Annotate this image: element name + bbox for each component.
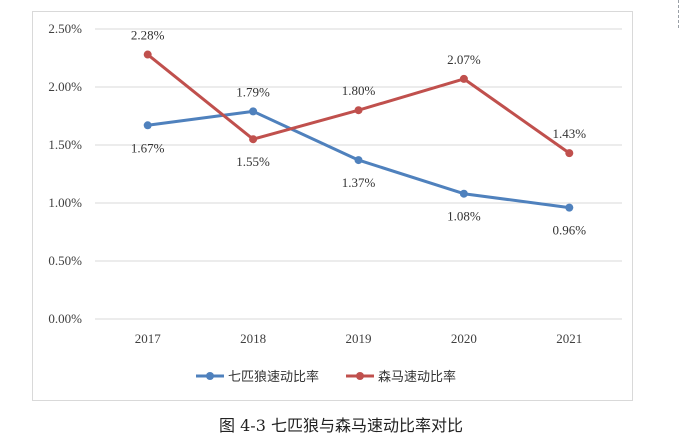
data-label: 1.43% [553, 126, 587, 141]
figure-caption: 图 4-3 七匹狼与森马速动比率对比 [219, 416, 463, 435]
y-tick-label: 2.00% [48, 79, 82, 94]
chart-frame [32, 11, 633, 401]
y-tick-label: 0.50% [48, 253, 82, 268]
y-tick-label: 1.50% [48, 137, 82, 152]
page-edge-rule [678, 0, 679, 28]
data-point [354, 156, 363, 165]
line-chart: 0.00%0.50%1.00%1.50%2.00%2.50% 2017 2018 2… [48, 21, 622, 385]
data-label: 2.28% [131, 28, 165, 43]
series-line [146, 53, 571, 155]
data-label: 1.08% [447, 209, 481, 224]
x-axis-ticks: 2017 2018 2019 2020 2021 [135, 331, 583, 346]
data-label: 1.55% [236, 154, 270, 169]
y-tick-label: 2.50% [48, 21, 82, 36]
data-point [459, 74, 468, 83]
data-point [143, 50, 152, 59]
legend-label: 七匹狼速动比率 [228, 369, 319, 385]
y-axis-ticks: 0.00% 0.50% 1.00% 1.50% 2.00% 2.50% [48, 21, 82, 326]
y-tick-label: 0.00% [48, 311, 82, 326]
data-label: 1.67% [131, 140, 165, 155]
data-label: 2.07% [447, 52, 481, 67]
x-tick-label: 2018 [240, 331, 266, 346]
data-labels: 1.67% 1.79% 1.37% 1.08% 0.96% 2.28% 1.55% 1.80%… [131, 28, 586, 238]
y-tick-label: 1.00% [48, 195, 82, 210]
data-label: 0.96% [553, 223, 587, 238]
series-layer [143, 50, 574, 212]
x-tick-label: 2021 [556, 331, 582, 346]
data-point [459, 189, 468, 198]
x-tick-label: 2020 [451, 331, 477, 346]
x-tick-label: 2019 [346, 331, 372, 346]
legend: 七匹狼速动比率 森马速动比率 [196, 369, 456, 385]
data-point [565, 203, 574, 212]
legend-marker [206, 372, 214, 380]
data-point [249, 135, 258, 144]
legend-label: 森马速动比率 [378, 369, 456, 385]
data-point [249, 107, 258, 116]
legend-marker [356, 372, 364, 380]
data-label: 1.37% [342, 175, 376, 190]
x-tick-label: 2017 [135, 331, 162, 346]
data-point [143, 121, 152, 130]
data-label: 1.80% [342, 83, 376, 98]
data-label: 1.79% [236, 84, 270, 99]
data-point [354, 106, 363, 115]
data-point [565, 149, 574, 158]
gridlines [95, 28, 622, 320]
